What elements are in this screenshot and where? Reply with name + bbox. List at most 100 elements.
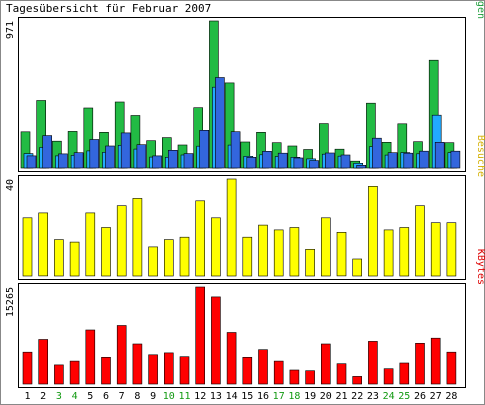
bar-besuche-day-10 [164, 239, 174, 277]
legend-entry: KBytes [475, 249, 485, 285]
bar-seiten-day-18 [293, 157, 304, 169]
bar-kbytes-day-8 [132, 343, 143, 385]
bar-seiten-day-28 [450, 150, 461, 169]
bar-besuche-day-22 [352, 258, 363, 277]
bar-kbytes-day-1 [22, 351, 33, 385]
x-tick-label: 24 [383, 391, 395, 402]
legend-entry: Anfragen [475, 0, 485, 19]
bar-kbytes-day-12 [195, 286, 205, 385]
bar-seiten-day-26 [419, 150, 429, 169]
legend-visits: Besuche [475, 135, 485, 177]
ymax-label: 40 [5, 179, 16, 191]
bar-besuche-day-23 [368, 186, 378, 277]
bar-seiten-day-23 [372, 137, 382, 169]
bar-kbytes-day-28 [446, 351, 457, 385]
x-tick-label: 5 [87, 391, 93, 402]
x-tick-label: 27 [430, 391, 442, 402]
x-tick-label: 22 [351, 391, 363, 402]
bar-kbytes-day-5 [85, 329, 96, 385]
bar-kbytes-day-26 [415, 342, 425, 385]
panel-hits: 971 Seiten/Dateien/Anfragen [5, 0, 485, 172]
legend-hits: Seiten/Dateien/Anfragen [475, 0, 485, 19]
bar-seiten-day-7 [120, 132, 131, 169]
x-tick-label: 18 [288, 391, 300, 402]
panel-visits: 40 Besuche [5, 135, 485, 280]
x-tick-label: 26 [414, 391, 426, 402]
bar-kbytes-day-25 [399, 362, 410, 385]
bar-besuche-day-15 [242, 236, 253, 277]
bar-seiten-day-8 [136, 144, 147, 169]
x-tick-label: 14 [226, 391, 238, 402]
bar-kbytes-day-23 [368, 341, 378, 385]
bar-kbytes-day-15 [242, 356, 253, 385]
bar-seiten-day-17 [277, 152, 288, 169]
x-tick-label: 1 [24, 391, 30, 402]
x-tick-label: 9 [150, 391, 156, 402]
bar-besuche-day-24 [383, 229, 394, 277]
bar-besuche-day-19 [305, 249, 315, 277]
bar-besuche-day-25 [399, 227, 410, 277]
bar-seiten-day-16 [262, 151, 272, 169]
x-tick-label: 8 [134, 391, 140, 402]
bar-kbytes-day-27 [430, 337, 441, 385]
bar-besuche-day-20 [320, 217, 331, 277]
bar-seiten-day-12 [199, 130, 209, 169]
bar-besuche-day-12 [195, 200, 205, 277]
bar-seiten-day-15 [246, 157, 257, 169]
x-tick-label: 12 [194, 391, 206, 402]
bar-seiten-day-11 [183, 153, 194, 169]
bar-besuche-day-11 [179, 236, 190, 277]
ymax-label: 15265 [5, 287, 16, 317]
bar-seiten-day-13 [215, 77, 225, 169]
bar-seiten-day-9 [152, 155, 162, 169]
bar-besuche-day-16 [258, 224, 268, 277]
x-tick-label: 11 [178, 391, 190, 402]
bar-kbytes-day-4 [69, 360, 80, 385]
bar-kbytes-day-13 [211, 296, 221, 385]
x-tick-label: 13 [210, 391, 222, 402]
bar-kbytes-day-18 [289, 369, 300, 385]
bar-kbytes-day-19 [305, 370, 315, 385]
bar-seiten-day-14 [230, 131, 241, 169]
bar-kbytes-day-9 [148, 354, 158, 385]
bar-seiten-day-20 [324, 152, 335, 169]
bar-kbytes-day-6 [101, 356, 111, 385]
bar-seiten-day-25 [403, 152, 414, 169]
bar-seiten-day-21 [340, 154, 351, 169]
bar-seiten-day-19 [309, 160, 319, 169]
bar-seiten-day-27 [434, 142, 445, 169]
ymax-label: 971 [5, 21, 16, 39]
x-tick-label: 20 [320, 391, 332, 402]
bar-kbytes-day-20 [320, 343, 331, 385]
legend-entry: Besuche [475, 135, 485, 177]
legend-kbytes: KBytes [475, 249, 485, 285]
bar-kbytes-day-11 [179, 356, 190, 385]
x-tick-label: 21 [335, 391, 347, 402]
bar-seiten-day-2 [42, 135, 53, 169]
x-tick-label: 4 [72, 391, 78, 402]
panel-kbytes: 15265 KBytes [5, 249, 485, 388]
bar-kbytes-day-10 [164, 352, 174, 385]
bar-seiten-day-5 [89, 139, 100, 169]
x-tick-label: 17 [273, 391, 285, 402]
bar-kbytes-day-24 [383, 368, 394, 385]
bar-besuche-day-6 [101, 227, 111, 277]
x-tick-label: 7 [119, 391, 125, 402]
x-tick-label: 2 [40, 391, 46, 402]
bar-besuche-day-9 [148, 246, 158, 277]
bar-besuche-day-13 [211, 217, 221, 277]
bar-seiten-day-4 [73, 152, 84, 169]
chart-panels: 971 Seiten/Dateien/Anfragen 40 Besuche 15265… [5, 0, 485, 388]
bar-besuche-day-14 [226, 178, 237, 277]
bar-kbytes-day-14 [226, 332, 237, 385]
x-tick-label: 19 [304, 391, 316, 402]
bar-kbytes-day-7 [116, 325, 127, 385]
bar-besuche-day-21 [336, 232, 347, 277]
bar-besuche-day-1 [22, 217, 33, 277]
bar-besuche-day-2 [38, 212, 49, 277]
bar-kbytes-day-17 [273, 360, 284, 385]
bar-kbytes-day-3 [54, 364, 64, 385]
bar-besuche-day-5 [85, 212, 96, 277]
x-tick-label: 3 [56, 391, 62, 402]
